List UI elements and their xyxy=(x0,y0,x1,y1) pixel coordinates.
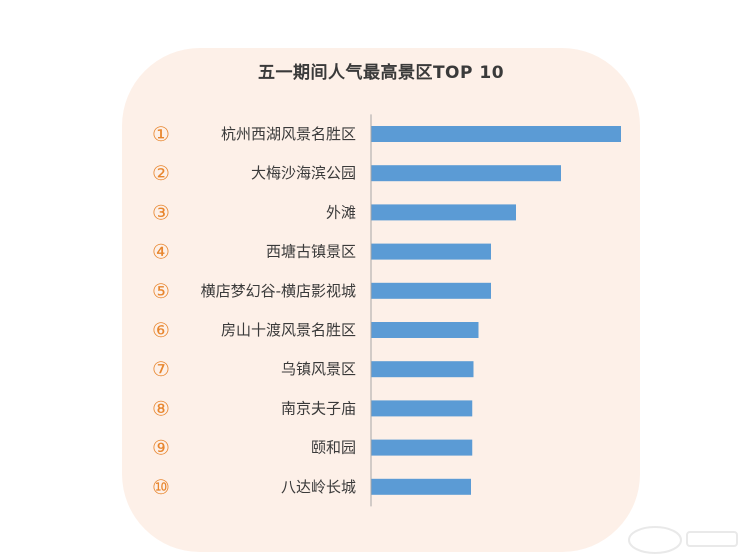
rank-label-1: ① xyxy=(152,122,170,146)
rank-label-10: ⑩ xyxy=(152,475,170,499)
rank-label-3: ③ xyxy=(152,200,170,224)
category-label-10: 八达岭长城 xyxy=(281,478,356,496)
bar-7 xyxy=(371,361,474,378)
rank-label-8: ⑧ xyxy=(152,396,170,420)
category-label-2: 大梅沙海滨公园 xyxy=(251,164,356,182)
category-label-6: 房山十渡风景名胜区 xyxy=(221,321,356,339)
category-label-3: 外滩 xyxy=(326,203,356,221)
rank-label-4: ④ xyxy=(152,240,170,264)
bar-10 xyxy=(371,478,471,495)
category-label-4: 西塘古镇景区 xyxy=(266,243,356,261)
rank-label-9: ⑨ xyxy=(152,436,170,460)
bar-8 xyxy=(371,400,473,417)
bar-2 xyxy=(371,165,561,182)
rank-label-6: ⑥ xyxy=(152,318,170,342)
category-label-7: 乌镇风景区 xyxy=(281,360,356,378)
rank-label-2: ② xyxy=(152,161,170,185)
bar-1 xyxy=(371,126,621,142)
category-label-5: 横店梦幻谷-横店影视城 xyxy=(201,282,356,300)
bar-4 xyxy=(371,243,491,260)
chart-title: 五一期间人气最高景区TOP 10 xyxy=(257,63,505,83)
bars-layer xyxy=(371,126,621,495)
rank-label-7: ⑦ xyxy=(152,357,170,381)
category-label-8: 南京夫子庙 xyxy=(281,399,356,417)
labels-layer: ① 杭州西湖风景名胜区 ② 大梅沙海滨公园 ③ 外滩 ④ 西塘古镇景区 ⑤ 横店梦幻谷-横店影视城… xyxy=(152,122,356,499)
bar-9 xyxy=(371,439,473,456)
category-label-1: 杭州西湖风景名胜区 xyxy=(221,125,356,143)
bar-3 xyxy=(371,204,516,221)
bar-6 xyxy=(371,322,479,338)
watermark-logo-icon xyxy=(628,526,738,554)
rank-label-5: ⑤ xyxy=(152,279,170,303)
category-label-9: 颐和园 xyxy=(311,439,356,457)
bar-5 xyxy=(371,282,491,299)
